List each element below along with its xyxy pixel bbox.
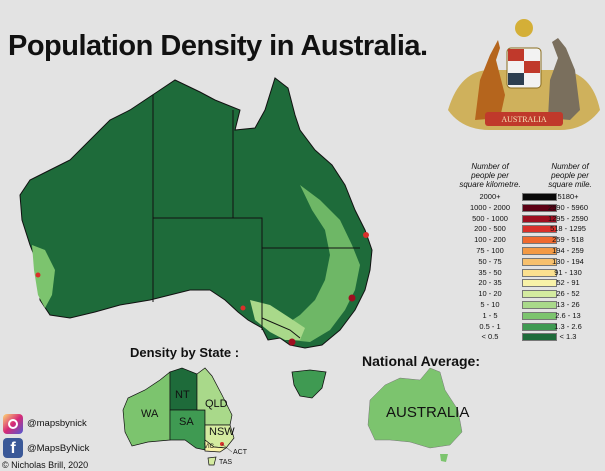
legend-header-km-line: Number of <box>471 162 509 171</box>
southeast-belt <box>250 300 305 340</box>
legend-swatch <box>522 301 557 309</box>
legend-km-value: 75 - 100 <box>476 246 504 255</box>
state-label-vic: VIC <box>204 444 215 450</box>
legend-swatch <box>522 215 557 223</box>
credit-text: © Nicholas Brill, 2020 <box>2 460 89 470</box>
density-by-state-heading: Density by State : <box>130 345 240 360</box>
arms-scroll <box>485 112 563 126</box>
facebook-handle[interactable]: @MapsByNick <box>27 443 90 454</box>
facebook-icon[interactable]: f <box>3 438 23 458</box>
state-label-sa: SA <box>179 416 194 428</box>
legend-swatch <box>522 204 557 212</box>
east-coast-belt <box>285 185 360 342</box>
legend-swatch <box>522 258 557 266</box>
legend-km-value: 50 - 75 <box>478 257 502 266</box>
legend-km-value: 1 - 5 <box>482 311 498 320</box>
legend-swatch <box>522 225 557 233</box>
sydney-dot <box>348 294 356 302</box>
legend-mi-value: 1.3 - 2.6 <box>554 322 582 331</box>
legend-mi-value: 2590 - 5960 <box>547 203 589 212</box>
page-title: Population Density in Australia. <box>8 30 428 62</box>
legend-header-km-line: square kilometre. <box>459 180 521 189</box>
state-label-wa: WA <box>141 408 159 420</box>
national-average-shape <box>367 367 463 449</box>
legend-km-value: 100 - 200 <box>474 235 506 244</box>
legend-swatch <box>522 333 557 341</box>
legend-km-value: 2000+ <box>479 192 501 201</box>
legend-swatch <box>522 269 557 277</box>
legend-header-km: Number of people per square kilometre. <box>449 162 531 189</box>
legend-km-value: 500 - 1000 <box>472 214 508 223</box>
legend-mi-value: 259 - 518 <box>552 235 584 244</box>
coat-of-arms: AUSTRALIA <box>448 19 600 130</box>
legend-mi-value: 52 - 91 <box>556 278 580 287</box>
state-label-tas: TAS <box>219 459 233 466</box>
tasmania-shape <box>291 369 327 399</box>
brisbane-dot <box>363 232 369 238</box>
state-borders <box>152 95 360 339</box>
legend-km-value: 1000 - 2000 <box>469 203 511 212</box>
legend-mi-value: 1295 - 2590 <box>547 214 589 223</box>
legend-km-value: 35 - 50 <box>478 268 502 277</box>
legend-header-mi-line: Number of <box>551 162 589 171</box>
national-average-tas <box>440 454 448 462</box>
kangaroo-icon <box>475 40 505 120</box>
southwest-belt <box>32 245 55 308</box>
legend-swatch <box>522 279 557 287</box>
legend-mi-value: 518 - 1295 <box>550 224 586 233</box>
legend-swatch <box>522 323 557 331</box>
mainland-shape <box>19 77 373 349</box>
legend-mi-value: 194 - 259 <box>552 246 584 255</box>
state-label-nsw: NSW <box>209 426 235 438</box>
legend-mi-value: 26 - 52 <box>556 289 580 298</box>
emu-icon <box>548 38 580 120</box>
state-label-nt: NT <box>175 389 190 401</box>
state-wa <box>122 371 171 447</box>
legend-mi-value: 2.6 - 13 <box>555 311 581 320</box>
state-label-act: ACT <box>233 449 247 456</box>
legend-km-value: < 0.5 <box>481 332 499 341</box>
national-average-heading: National Average: <box>362 353 480 369</box>
legend-km-value: 200 - 500 <box>474 224 506 233</box>
arms-motto: AUSTRALIA <box>501 115 547 124</box>
legend-mi-value: 130 - 194 <box>552 257 584 266</box>
legend-header-mi: Number of people per square mile. <box>536 162 604 189</box>
legend-swatch <box>522 312 557 320</box>
legend-swatch <box>522 247 557 255</box>
state-tas <box>207 456 217 466</box>
arms-star <box>515 19 533 37</box>
perth-dot <box>35 272 41 278</box>
adelaide-dot <box>240 305 246 311</box>
state-density-inset <box>122 367 235 466</box>
legend-swatch <box>522 193 557 201</box>
legend-km-value: 20 - 35 <box>478 278 502 287</box>
legend-swatch <box>522 290 557 298</box>
legend-km-value: 0.5 - 1 <box>479 322 501 331</box>
legend-km-value: 5 - 10 <box>480 300 500 309</box>
state-qld <box>196 367 233 426</box>
legend-mi-value: 91 - 130 <box>554 268 582 277</box>
legend-km-value: 10 - 20 <box>478 289 502 298</box>
legend-swatch <box>522 236 557 244</box>
state-label-qld: QLD <box>205 398 228 410</box>
legend-header-km-line: people per <box>471 171 509 180</box>
legend-header-mi-line: people per <box>551 171 589 180</box>
legend-mi-value: 5180+ <box>557 192 579 201</box>
legend-mi-value: 13 - 26 <box>556 300 580 309</box>
australia-main-map <box>19 77 373 399</box>
legend-mi-value: < 1.3 <box>559 332 577 341</box>
legend-header-mi-line: square mile. <box>548 180 592 189</box>
instagram-icon[interactable] <box>3 414 23 434</box>
instagram-handle[interactable]: @mapsbynick <box>27 418 87 429</box>
melbourne-dot <box>288 338 296 346</box>
national-average-label: AUSTRALIA <box>386 404 470 421</box>
state-vic <box>204 439 228 453</box>
